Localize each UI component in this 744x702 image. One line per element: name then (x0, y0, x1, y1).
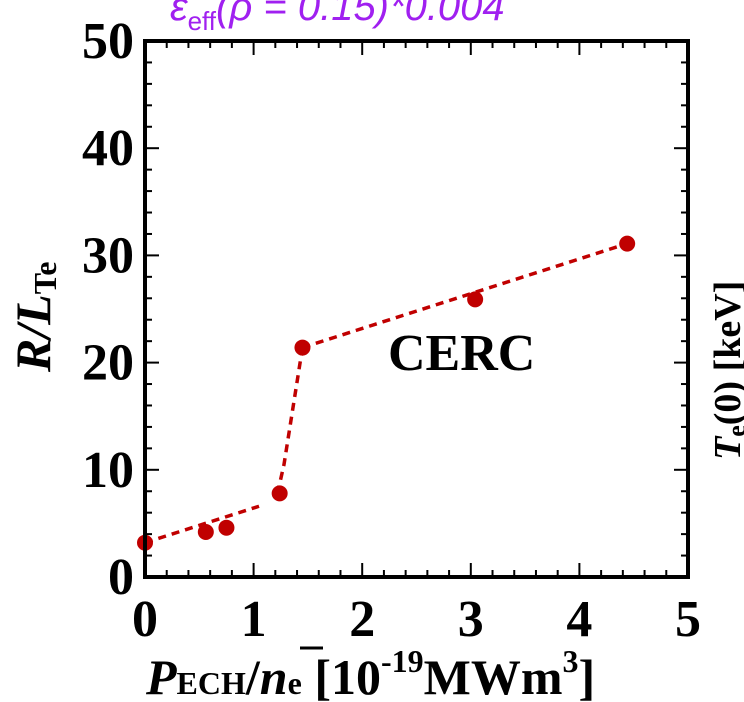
y-right-label-rest: (0) [keV] (707, 281, 744, 426)
data-point (467, 291, 484, 308)
x-tick-label: 5 (675, 591, 701, 648)
x-tick-label: 4 (566, 591, 592, 648)
y-axis-label: R/LTe (5, 262, 63, 373)
y-right-label-subscript: e (722, 425, 744, 437)
annotation-cerc: CERC (388, 325, 535, 382)
ticks-layer (144, 40, 689, 578)
x-tick-label: 2 (349, 591, 375, 648)
fit-line (144, 504, 260, 545)
title-subscript: eff (188, 6, 217, 36)
data-point (294, 339, 311, 356)
data-points-layer (137, 235, 636, 551)
x-tick-label: 1 (241, 591, 267, 648)
y-tick-label: 0 (108, 549, 134, 606)
y-tick-label: 50 (82, 13, 134, 70)
fit-lines-layer (144, 241, 628, 545)
x-label-unit-a: [10 (302, 649, 381, 702)
plot-frame (143, 39, 690, 579)
title-epsilon: ε (170, 0, 189, 29)
title-rest: (ρ = 0.15)*0.004 (216, 0, 505, 29)
x-label-unit-exp: -19 (381, 643, 424, 679)
x-axis-label: PECH/ne [10-19MWm3] (145, 643, 595, 702)
x-tick-label: 0 (132, 591, 158, 648)
chart-title: εeff(ρ = 0.15)*0.004 (170, 0, 505, 36)
y-right-label-main: T (707, 435, 744, 460)
fit-line (301, 241, 628, 350)
x-label-unit-b: MWm (424, 649, 563, 702)
y-label-main: R/L (5, 294, 61, 373)
x-label-unit-c: ] (578, 649, 595, 702)
x-label-slash: / (245, 649, 261, 702)
x-label-p: P (145, 649, 177, 702)
x-label-unit-exp2: 3 (562, 643, 578, 679)
x-label-n-sub: e (288, 665, 302, 701)
y-tick-label: 40 (82, 120, 134, 177)
y-tick-label: 30 (82, 227, 134, 284)
x-label-n: n (260, 649, 288, 702)
y-tick-label: 20 (82, 335, 134, 392)
x-label-p-sub: ECH (177, 665, 246, 701)
y-tick-label: 10 (82, 442, 134, 499)
fit-line (275, 347, 305, 494)
data-point (218, 519, 235, 536)
y-axis-label-right: Te(0) [keV] (707, 281, 744, 460)
y-label-subscript: Te (27, 262, 63, 295)
x-tick-label: 3 (458, 591, 484, 648)
data-point (197, 523, 214, 540)
data-point (271, 485, 288, 502)
data-point (619, 235, 636, 252)
